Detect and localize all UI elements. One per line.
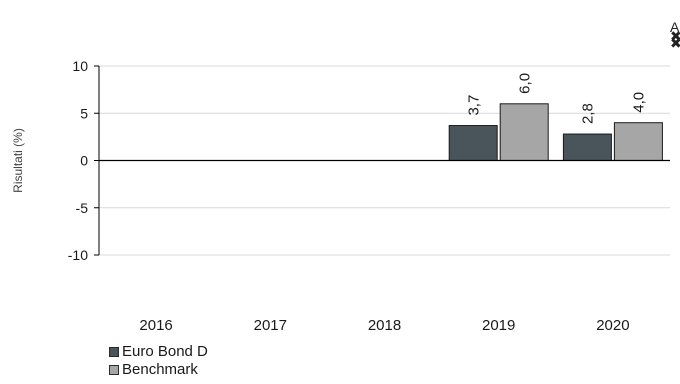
y-tick-label: -5 (76, 200, 89, 216)
y-tick-label: -10 (68, 247, 88, 263)
x-tick-label: 2017 (254, 317, 287, 334)
y-axis-title: Risultati (%) (11, 128, 25, 193)
x-tick-label: 2020 (596, 317, 629, 334)
legend-swatch-series-2 (109, 365, 119, 375)
legend-item-series-1: Euro Bond D (109, 343, 208, 361)
gridlines (99, 65, 670, 256)
legend-label-series-2: Benchmark (122, 361, 198, 378)
y-tick-label: 10 (72, 58, 88, 74)
x-tick-label: 2016 (139, 317, 172, 334)
data-label: 6,0 (516, 73, 533, 94)
legend: Euro Bond D Benchmark (109, 343, 208, 379)
corner-letter: A (670, 20, 680, 35)
corner-mark: A ✖ ✖ (670, 20, 680, 51)
axes (94, 65, 670, 256)
y-tick-label: 5 (80, 105, 88, 121)
x-tick-label: 2019 (482, 317, 515, 334)
bar (613, 122, 663, 161)
bar (499, 103, 549, 162)
bar (448, 125, 498, 162)
data-label: 2,8 (580, 103, 597, 124)
labels: 10 5 0 -5 -10 Risultati (%) 2016 2017 2018 2019 3,… (11, 58, 648, 334)
legend-label-series-1: Euro Bond D (122, 343, 208, 360)
data-label: 3,7 (465, 95, 482, 116)
corner-cross-1: ✖ (670, 29, 680, 44)
corner-cross-2: ✖ (670, 36, 680, 51)
y-tick-label: 0 (80, 153, 88, 169)
legend-swatch-series-1 (109, 347, 119, 357)
bar (562, 133, 612, 161)
x-tick-label: 2018 (368, 317, 401, 334)
data-label: 4,0 (631, 92, 648, 113)
legend-item-series-2: Benchmark (109, 361, 208, 379)
